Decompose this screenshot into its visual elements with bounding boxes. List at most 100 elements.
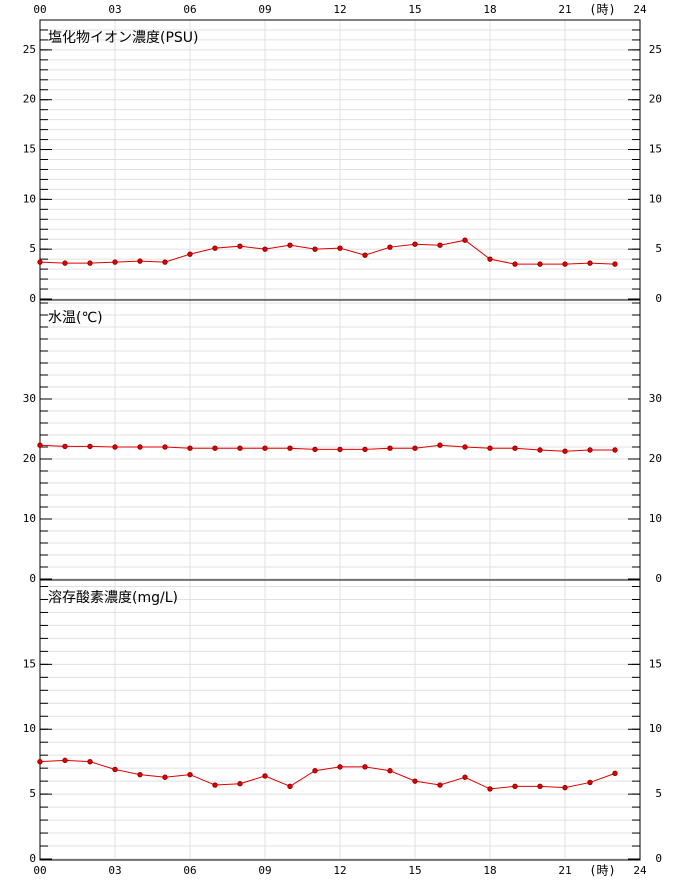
- y-tick-label: 30: [649, 392, 662, 405]
- data-point: [262, 246, 268, 252]
- y-tick-label: 10: [649, 722, 662, 735]
- y-tick-label: 0: [29, 292, 36, 305]
- panel-title: 溶存酸素濃度(mg/L): [48, 590, 178, 606]
- y-tick-label: 20: [23, 452, 36, 465]
- x-tick-label: 24: [633, 3, 647, 16]
- data-point: [87, 443, 93, 450]
- data-point: [612, 447, 618, 453]
- x-tick-label: 15: [408, 864, 421, 877]
- data-point: [137, 771, 143, 778]
- data-point: [162, 774, 168, 780]
- data-point: [237, 445, 243, 451]
- y-tick-label: 25: [23, 43, 36, 56]
- x-unit-label: (時): [589, 864, 615, 878]
- data-point: [162, 259, 168, 265]
- data-point: [187, 771, 193, 778]
- data-point: [237, 781, 243, 787]
- x-tick-label: 09: [258, 3, 271, 16]
- data-point: [112, 259, 118, 265]
- data-point: [212, 445, 218, 451]
- data-point: [387, 244, 393, 250]
- x-tick-label: 06: [183, 864, 196, 877]
- data-point: [612, 770, 618, 777]
- data-point: [362, 446, 368, 453]
- data-point: [237, 243, 243, 249]
- x-tick-label: 21: [558, 864, 571, 877]
- x-unit-label: (時): [589, 3, 615, 17]
- y-tick-label: 5: [29, 242, 36, 255]
- data-point: [137, 444, 143, 450]
- panel-title: 塩化物イオン濃度(PSU): [48, 30, 199, 46]
- data-point: [312, 446, 318, 453]
- data-point: [287, 242, 293, 248]
- y-tick-label: 0: [29, 852, 36, 865]
- series-line: [39, 239, 616, 265]
- x-tick-label: 09: [258, 864, 271, 877]
- y-tick-label: 10: [649, 512, 662, 525]
- data-point: [287, 445, 293, 451]
- x-tick-label: 00: [33, 3, 46, 16]
- y-tick-label: 15: [23, 143, 36, 156]
- data-point: [587, 260, 593, 266]
- data-point: [412, 778, 418, 784]
- x-tick-label: 12: [333, 3, 346, 16]
- data-point: [487, 786, 493, 792]
- data-point: [187, 445, 193, 451]
- data-point: [537, 447, 543, 453]
- data-point: [512, 261, 518, 267]
- y-tick-label: 0: [655, 292, 662, 305]
- data-point: [337, 446, 343, 453]
- data-point: [587, 447, 593, 453]
- x-tick-label: 18: [483, 864, 496, 877]
- data-point: [512, 445, 518, 451]
- y-tick-label: 0: [655, 572, 662, 585]
- data-point: [562, 784, 568, 791]
- x-tick-label: 03: [108, 3, 121, 16]
- plot-frame: [39, 579, 641, 861]
- data-point: [437, 242, 443, 248]
- series-line: [39, 759, 616, 790]
- data-point: [462, 774, 468, 780]
- x-tick-label: 18: [483, 3, 496, 16]
- data-point: [312, 246, 318, 252]
- data-point: [62, 757, 68, 764]
- y-tick-label: 10: [649, 192, 662, 205]
- data-point: [37, 442, 43, 448]
- data-point: [337, 764, 343, 770]
- data-point: [412, 445, 418, 451]
- y-tick-label: 15: [649, 143, 662, 156]
- y-tick-label: 5: [655, 787, 662, 800]
- y-tick-label: 20: [649, 93, 662, 106]
- data-point: [462, 237, 468, 243]
- x-tick-label: 00: [33, 864, 46, 877]
- data-point: [112, 766, 118, 773]
- y-tick-label: 5: [655, 242, 662, 255]
- data-point: [437, 442, 443, 448]
- y-tick-label: 25: [649, 43, 662, 56]
- data-point: [612, 261, 618, 267]
- data-point: [37, 259, 43, 265]
- data-point: [387, 768, 393, 774]
- data-point: [262, 445, 268, 451]
- y-tick-label: 20: [23, 93, 36, 106]
- y-tick-label: 15: [23, 657, 36, 670]
- series-line: [39, 444, 615, 452]
- y-tick-label: 20: [649, 452, 662, 465]
- data-point: [137, 258, 143, 264]
- x-tick-label: 15: [408, 3, 421, 16]
- data-point: [562, 448, 568, 454]
- data-point: [37, 758, 43, 765]
- y-tick-label: 0: [29, 572, 36, 585]
- y-tick-label: 15: [649, 657, 662, 670]
- data-point: [562, 261, 568, 267]
- y-tick-label: 10: [23, 722, 36, 735]
- data-point: [62, 443, 68, 450]
- x-tick-label: 06: [183, 3, 196, 16]
- y-tick-label: 10: [23, 192, 36, 205]
- data-point: [412, 241, 418, 247]
- data-point: [512, 783, 518, 790]
- data-point: [112, 444, 118, 450]
- data-point: [387, 445, 393, 451]
